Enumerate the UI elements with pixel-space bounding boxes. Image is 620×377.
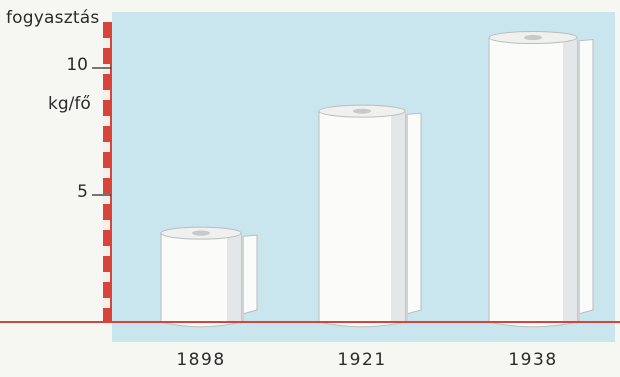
- y-tick-label: 10: [66, 55, 88, 75]
- roll-bottom: [488, 321, 578, 328]
- y-tick-label: 5: [77, 182, 88, 202]
- axis-stripe-segment: [103, 74, 111, 90]
- roll-core: [524, 34, 542, 41]
- x-tick-label: 1921: [337, 350, 387, 370]
- axis-stripe-segment: [103, 282, 111, 298]
- bar-roll: [488, 31, 594, 328]
- roll-core: [192, 230, 210, 236]
- roll-bottom: [160, 321, 242, 328]
- axis-stripe-segment: [103, 126, 111, 142]
- y-axis-unit: kg/fő: [48, 94, 91, 114]
- roll-body: [488, 37, 578, 323]
- axis-stripe-segment: [103, 100, 111, 116]
- axis-stripe-segment: [103, 48, 111, 64]
- roll-shading: [391, 111, 405, 323]
- bar-roll: [318, 104, 422, 328]
- y-axis-title: fogyasztás: [6, 8, 100, 28]
- roll-bottom: [318, 321, 406, 328]
- roll-core: [353, 108, 371, 114]
- axis-stripe-segment: [103, 230, 111, 246]
- bar-roll: [160, 226, 258, 328]
- axis-stripe-segment: [103, 256, 111, 272]
- axis-stripe-segment: [103, 204, 111, 220]
- roll-shading: [563, 37, 577, 323]
- x-tick-label: 1938: [508, 350, 558, 370]
- axis-stripe-segment: [103, 178, 111, 194]
- axis-stripe-segment: [103, 152, 111, 168]
- axis-stripe-segment: [103, 22, 111, 38]
- axis-stripe-base: [103, 22, 111, 322]
- x-tick-label: 1898: [176, 350, 226, 370]
- axis-stripe-segment: [103, 308, 111, 322]
- y-axis: [92, 22, 112, 322]
- roll-body: [318, 110, 406, 323]
- roll-shading: [227, 233, 241, 322]
- bars: [160, 31, 594, 328]
